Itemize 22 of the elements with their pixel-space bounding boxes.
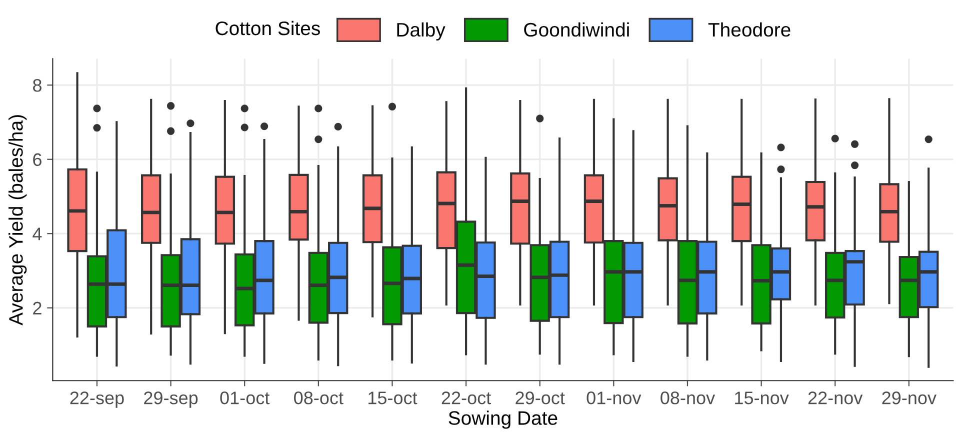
legend-title: Cotton Sites bbox=[216, 20, 320, 36]
legend-label: Theodore bbox=[708, 22, 790, 37]
x-tick-label: 29-sep bbox=[144, 392, 198, 408]
legend-label: Goondiwindi bbox=[524, 22, 629, 37]
y-tick-label: 6 bbox=[33, 153, 42, 166]
x-tick-label: 29-oct bbox=[516, 392, 565, 404]
x-tick-label: 15-oct bbox=[368, 392, 418, 404]
x-tick-label: 01-oct bbox=[220, 392, 270, 404]
legend-label: Dalby bbox=[397, 22, 446, 40]
x-tick-label: 22-oct bbox=[442, 392, 492, 404]
y-axis-title: Average Yield (bales/ha) bbox=[8, 115, 27, 326]
x-tick-label: 29-nov bbox=[882, 392, 936, 404]
x-tick-label: 08-oct bbox=[294, 392, 344, 404]
x-tick-label: 22-sep bbox=[70, 392, 124, 408]
x-tick-label: 08-nov bbox=[660, 392, 716, 404]
x-tick-label: 22-nov bbox=[808, 392, 863, 404]
y-tick-label: 8 bbox=[33, 79, 42, 92]
y-tick-label: 2 bbox=[33, 302, 42, 314]
x-axis-title: Sowing Date bbox=[448, 410, 558, 429]
x-tick-label: 15-nov bbox=[735, 392, 789, 404]
x-tick-label: 01-nov bbox=[586, 392, 642, 404]
y-tick-label: 4 bbox=[32, 228, 42, 240]
